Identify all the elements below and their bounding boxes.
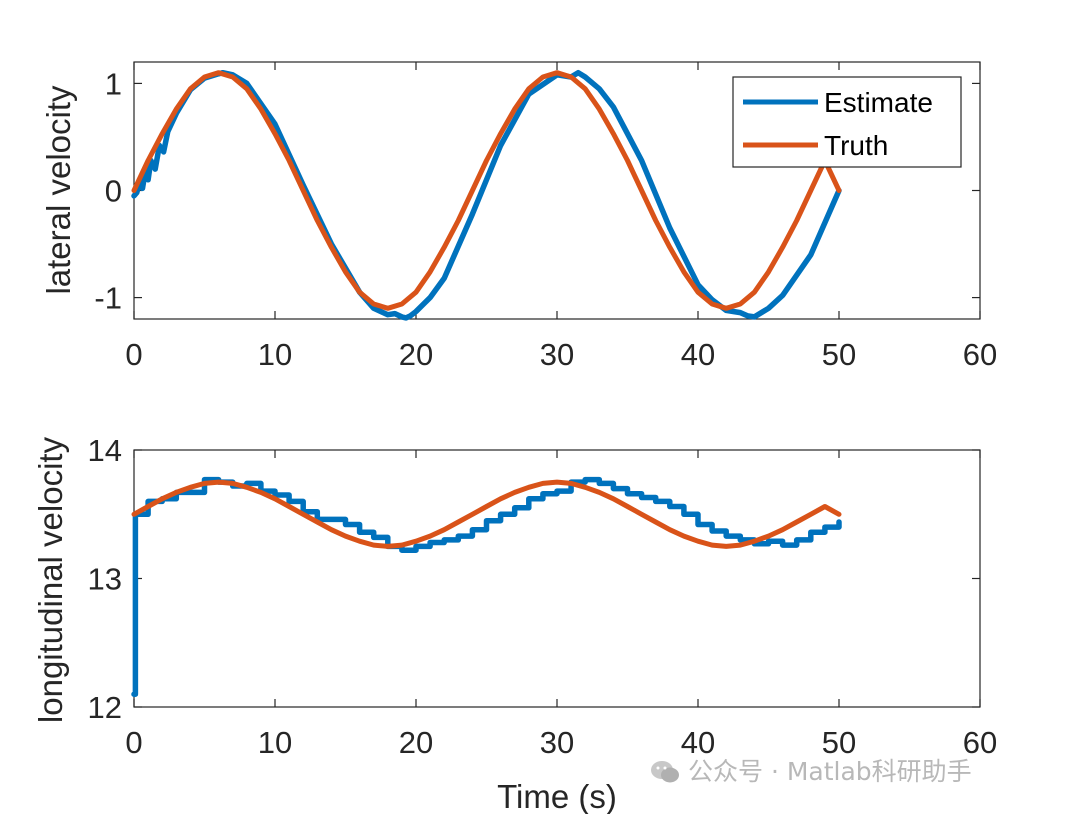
estimate-line-lateral <box>131 69 842 321</box>
x-tick-label-lateral: 10 <box>258 337 292 372</box>
x-tick-label-longitudinal: 40 <box>681 725 715 760</box>
x-tick-label-longitudinal: 20 <box>399 725 433 760</box>
x-ticks-longitudinal: 0 10 20 30 40 50 60 <box>125 450 997 760</box>
truth-line-lateral <box>131 70 842 311</box>
y-tick-label-longitudinal: 14 <box>88 433 122 468</box>
y-ticks-lateral: -1 0 1 <box>94 66 980 316</box>
legend-label-estimate: Estimate <box>824 87 933 118</box>
y-tick-label-longitudinal: 12 <box>88 690 122 725</box>
y-axis-label-lateral: lateral velocity <box>40 85 77 295</box>
y-tick-label-lateral: -1 <box>94 281 122 316</box>
x-axis-label: Time (s) <box>497 778 617 814</box>
legend-box <box>732 76 962 168</box>
legend: Estimate Truth <box>732 76 962 168</box>
series-lines-lateral <box>131 69 842 321</box>
y-tick-label-lateral: 1 <box>105 66 122 101</box>
watermark-text: 公众号 · Matlab科研助手 <box>688 757 972 786</box>
y-ticks-longitudinal: 12 13 14 <box>88 433 980 725</box>
estimate-line-longitudinal <box>131 476 842 697</box>
wechat-icon <box>651 761 679 783</box>
x-tick-label-lateral: 50 <box>822 337 856 372</box>
x-ticks-lateral: 0 10 20 30 40 50 60 <box>125 62 997 372</box>
truth-line-longitudinal <box>131 479 842 549</box>
x-tick-label-lateral: 20 <box>399 337 433 372</box>
x-tick-label-lateral: 0 <box>125 337 142 372</box>
x-tick-label-lateral: 40 <box>681 337 715 372</box>
x-tick-label-longitudinal: 30 <box>540 725 574 760</box>
x-tick-label-longitudinal: 0 <box>125 725 142 760</box>
lateral-velocity-axes: 0 10 20 30 40 50 60 -101 lateral velocity Esti… <box>40 61 997 372</box>
x-tick-label-longitudinal: 60 <box>963 725 997 760</box>
y-axis-label-longitudinal: longitudinal velocity <box>32 436 69 723</box>
longitudinal-velocity-axes: 0 10 20 30 40 50 60 12 13 14 longitudinal veloci… <box>32 433 997 814</box>
x-tick-label-longitudinal: 50 <box>822 725 856 760</box>
series-lines-longitudinal <box>131 476 842 697</box>
y-tick-label-longitudinal: 13 <box>88 562 122 597</box>
x-tick-label-lateral: 30 <box>540 337 574 372</box>
legend-label-truth: Truth <box>824 130 888 161</box>
x-tick-label-lateral: 60 <box>963 337 997 372</box>
x-tick-label-longitudinal: 10 <box>258 725 292 760</box>
y-tick-label-lateral: 0 <box>105 174 122 209</box>
watermark: 公众号 · Matlab科研助手 <box>650 752 972 788</box>
